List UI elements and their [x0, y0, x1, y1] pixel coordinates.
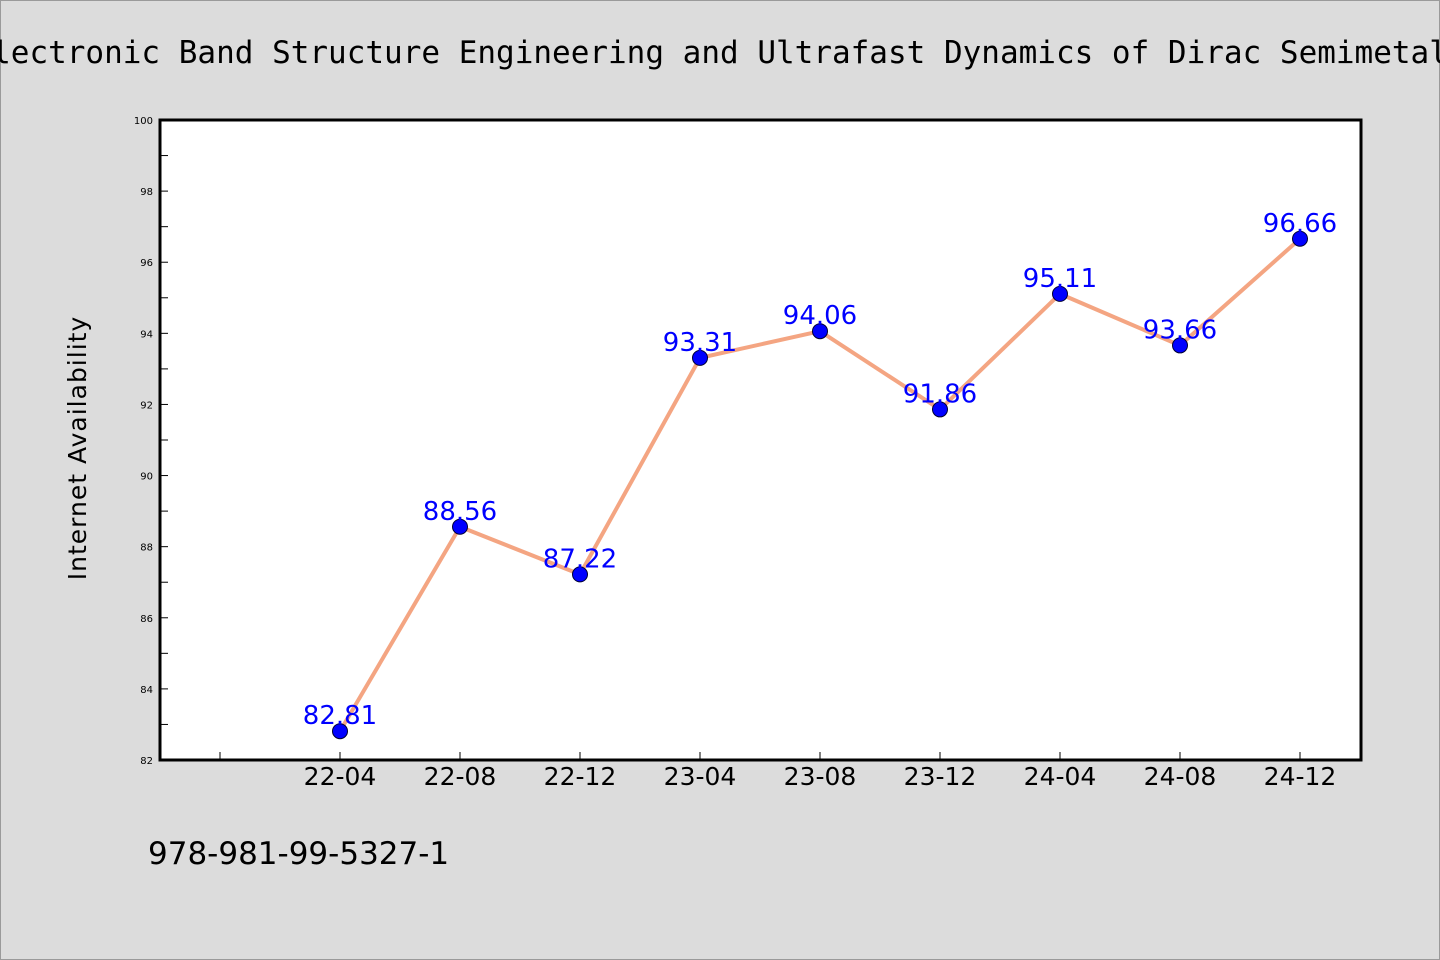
- y-tick-label: 82: [140, 756, 153, 767]
- data-label: 93.66: [1143, 315, 1217, 345]
- x-tick-label: 24-12: [1264, 762, 1337, 791]
- x-tick-label: 23-04: [664, 762, 737, 791]
- x-tick-label: 22-04: [304, 762, 377, 791]
- y-tick-label: 96: [140, 258, 153, 269]
- y-tick-label: 92: [140, 400, 153, 411]
- y-tick-label: 86: [140, 614, 153, 625]
- data-point: [692, 349, 708, 366]
- data-label: 87.22: [543, 544, 617, 574]
- x-tick-label: 22-08: [424, 762, 497, 791]
- data-point: [1292, 230, 1308, 247]
- isbn-label: 978-981-99-5327-1: [148, 836, 449, 872]
- x-axis: 22-04 22-08 22-12 23-04 23-08 23-12 24-04 24-08…: [219, 752, 1337, 791]
- y-tick-label: 90: [140, 472, 153, 483]
- data-label: 88.56: [423, 497, 497, 527]
- data-label: 96.66: [1263, 209, 1337, 239]
- y-tick-label: 84: [140, 685, 153, 696]
- data-point: [572, 566, 588, 583]
- y-axis-label: Internet Availability: [63, 316, 92, 580]
- x-tick-label: 22-12: [544, 762, 617, 791]
- data-point: [812, 323, 828, 340]
- y-tick-label: 94: [140, 329, 153, 340]
- x-tick-label: 23-08: [784, 762, 857, 791]
- data-label: 91.86: [903, 379, 977, 409]
- y-axis: 82 84 86 88 90 92 94 96 98 100: [134, 116, 168, 767]
- y-tick-label: 98: [140, 187, 153, 198]
- data-label: 94.06: [783, 301, 857, 331]
- data-point: [1052, 285, 1068, 302]
- series-layer: 82.81 88.56 87.22 93.31 94.06 91.86 95.11 93.66…: [303, 209, 1337, 740]
- data-point: [452, 518, 468, 535]
- y-tick-label: 100: [134, 116, 153, 127]
- chart-title: Electronic Band Structure Engineering an…: [0, 35, 1440, 71]
- data-point: [932, 401, 948, 418]
- plot-area: [158, 118, 1363, 762]
- data-point: [1172, 337, 1188, 354]
- data-label: 82.81: [303, 701, 377, 731]
- data-label: 93.31: [663, 328, 737, 358]
- data-point: [332, 723, 348, 740]
- x-tick-label: 24-04: [1024, 762, 1097, 791]
- x-tick-label: 24-08: [1144, 762, 1217, 791]
- y-tick-label: 88: [140, 543, 153, 554]
- x-tick-label: 23-12: [904, 762, 977, 791]
- data-label: 95.11: [1023, 264, 1097, 294]
